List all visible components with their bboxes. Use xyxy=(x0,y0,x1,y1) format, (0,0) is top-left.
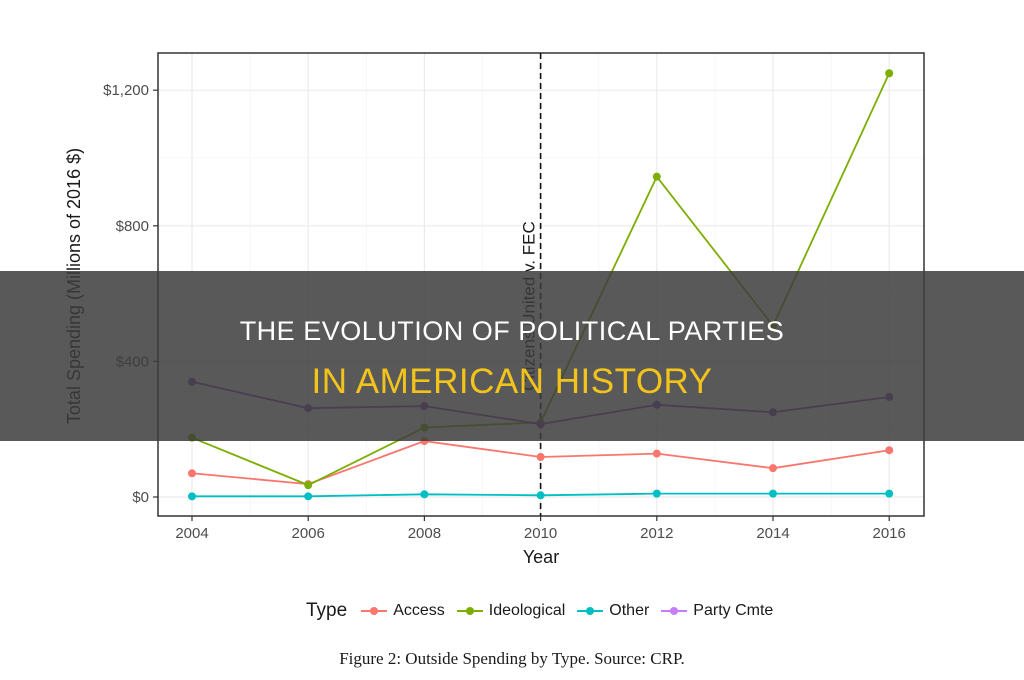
legend-item-access: Access xyxy=(361,602,445,620)
legend-item-party-cmte: Party Cmte xyxy=(661,602,773,620)
legend-key-icon xyxy=(577,605,604,617)
data-point xyxy=(885,489,894,498)
data-point xyxy=(885,69,894,78)
legend-item-ideological: Ideological xyxy=(456,602,566,620)
data-point xyxy=(304,492,313,501)
data-point xyxy=(652,172,661,181)
data-point xyxy=(188,492,196,501)
data-point xyxy=(304,481,313,490)
y-tick-label: $800 xyxy=(116,218,149,235)
x-tick-label: 2004 xyxy=(175,525,208,542)
legend-key-icon xyxy=(661,605,688,617)
x-tick-label: 2006 xyxy=(292,525,325,542)
title-overlay-band xyxy=(0,271,1024,441)
data-point xyxy=(188,469,196,478)
legend-label: Party Cmte xyxy=(693,602,774,619)
legend-title: Type xyxy=(306,600,348,621)
y-tick-label: $0 xyxy=(132,489,149,506)
series-other xyxy=(188,489,894,501)
legend-items: Access Ideological Other Party Cmte xyxy=(361,602,777,620)
legend-key-icon xyxy=(361,605,388,617)
data-point xyxy=(769,464,777,473)
legend-key-icon xyxy=(456,605,483,617)
page-title-line1: THE EVOLUTION OF POLITICAL PARTIES xyxy=(239,316,785,346)
legend-label: Other xyxy=(609,602,650,619)
data-point xyxy=(885,446,894,455)
y-tick-label: $1,200 xyxy=(103,82,149,99)
x-axis-title: Year xyxy=(523,547,559,567)
x-tick-label: 2008 xyxy=(408,525,441,542)
data-point xyxy=(420,490,429,499)
x-tick-label: 2016 xyxy=(873,525,906,542)
x-tick-label: 2012 xyxy=(640,525,673,542)
data-point xyxy=(652,489,661,498)
data-point xyxy=(536,452,545,461)
data-point xyxy=(769,489,777,498)
data-point xyxy=(536,491,545,500)
chart-legend: Type Access Ideological Other Party Cmte xyxy=(306,600,777,622)
x-axis-ticks: 2004 2006 2008 2010 2012 2014 2016 xyxy=(175,516,906,542)
x-tick-label: 2010 xyxy=(524,525,557,542)
legend-item-other: Other xyxy=(577,602,649,620)
x-tick-label: 2014 xyxy=(756,525,789,542)
legend-label: Ideological xyxy=(488,602,566,619)
data-point xyxy=(652,449,661,458)
figure-caption: Figure 2: Outside Spending by Type. Sour… xyxy=(339,649,685,668)
legend-label: Access xyxy=(393,602,445,619)
page-title-line2: IN AMERICAN HISTORY xyxy=(311,362,713,401)
